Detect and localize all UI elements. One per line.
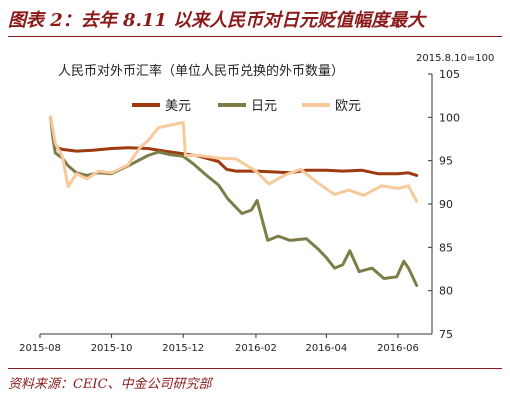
chart-title: 人民币对外币汇率（单位人民币兑换的外币数量）: [58, 63, 344, 79]
title-divider: [8, 36, 502, 37]
figure-title: 图表 2：去年 8.11 以来人民币对日元贬值幅度最大: [8, 10, 426, 31]
y-tick-label: 75: [439, 328, 453, 341]
base-note: 2015.8.10=100: [416, 53, 494, 64]
series-line: [49, 115, 419, 287]
legend-label: 欧元: [335, 99, 361, 114]
x-tick-label: 2015-10: [91, 343, 133, 354]
x-tick-label: 2016-04: [305, 343, 347, 354]
y-tick-label: 105: [439, 68, 460, 81]
y-tick-label: 95: [439, 155, 453, 168]
x-tick-label: 2016-02: [235, 343, 277, 354]
x-tick-label: 2016-06: [377, 343, 419, 354]
x-tick-label: 2015-08: [19, 343, 61, 354]
y-tick-label: 80: [439, 285, 453, 298]
y-tick-label: 90: [439, 198, 453, 211]
series-1: [49, 115, 419, 287]
legend-label: 美元: [165, 99, 191, 114]
y-tick-label: 100: [439, 111, 460, 124]
x-tick-label: 2015-12: [162, 343, 204, 354]
series-lines: [49, 115, 419, 287]
series-0: [49, 115, 419, 177]
axis-ticks: 75 80 85 90 95 100 105 2015-08 2015-10 2015-12 201…: [19, 68, 460, 354]
source-divider: [8, 368, 502, 369]
series-2: [49, 115, 419, 203]
series-line: [49, 115, 419, 177]
series-line: [49, 115, 419, 203]
y-tick-label: 85: [439, 241, 453, 254]
source-note: 资料来源：CEIC、中金公司研究部: [8, 377, 212, 392]
legend-label: 日元: [251, 99, 277, 114]
legend: 美元 日元 欧元: [132, 99, 361, 114]
